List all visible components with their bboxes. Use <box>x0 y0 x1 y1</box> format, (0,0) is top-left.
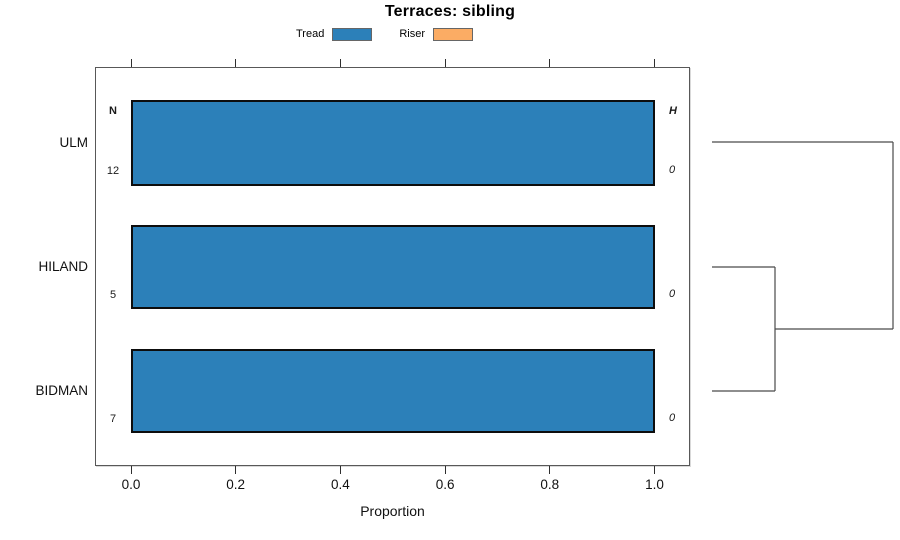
legend-label-riser: Riser <box>399 28 425 40</box>
x-tick-bottom <box>339 466 341 474</box>
legend-swatch-riser <box>433 27 473 41</box>
x-tick-label: 0.4 <box>331 477 350 492</box>
chart-legend: Tread Riser <box>296 26 473 42</box>
x-tick-top <box>235 59 237 67</box>
x-tick-bottom <box>444 466 446 474</box>
column-header-n: N <box>109 105 117 117</box>
proportion-bar-hiland <box>131 225 655 309</box>
column-header-h: H <box>669 105 677 117</box>
x-tick-label: 1.0 <box>645 477 664 492</box>
y-axis-label-hiland: HILAND <box>38 259 88 274</box>
bar-segment-tread <box>133 351 653 431</box>
x-tick-label: 0.8 <box>540 477 560 492</box>
x-tick-bottom <box>654 466 655 474</box>
h-value-bidman: 0 <box>668 412 676 424</box>
x-tick-label: 0.6 <box>435 477 455 492</box>
x-tick-top <box>444 59 446 67</box>
h-value-ulm: 0 <box>668 164 676 176</box>
x-tick-bottom <box>549 466 551 474</box>
legend-swatch-tread <box>332 27 373 41</box>
x-tick-bottom <box>130 466 132 474</box>
x-tick-bottom <box>235 466 237 474</box>
n-value-bidman: 7 <box>109 413 117 425</box>
x-tick-top <box>339 59 341 67</box>
legend-label-tread: Tread <box>296 28 325 40</box>
n-value-hiland: 5 <box>109 289 117 301</box>
bar-segment-tread <box>133 102 653 184</box>
dendrogram-path <box>712 141 894 392</box>
proportion-bar-bidman <box>131 349 655 433</box>
proportion-bar-ulm <box>131 100 655 186</box>
bar-segment-tread <box>133 227 653 307</box>
x-tick-top <box>654 59 655 67</box>
x-tick-label: 0.0 <box>121 477 141 492</box>
y-axis-label-ulm: ULM <box>59 135 88 150</box>
n-value-ulm: 12 <box>106 165 120 177</box>
h-value-hiland: 0 <box>668 288 676 300</box>
x-axis-title: Proportion <box>360 503 425 519</box>
x-tick-top <box>130 59 132 67</box>
y-axis-label-bidman: BIDMAN <box>35 383 88 398</box>
chart-title: Terraces: sibling <box>384 3 516 20</box>
x-tick-label: 0.2 <box>226 477 246 492</box>
x-tick-top <box>549 59 551 67</box>
